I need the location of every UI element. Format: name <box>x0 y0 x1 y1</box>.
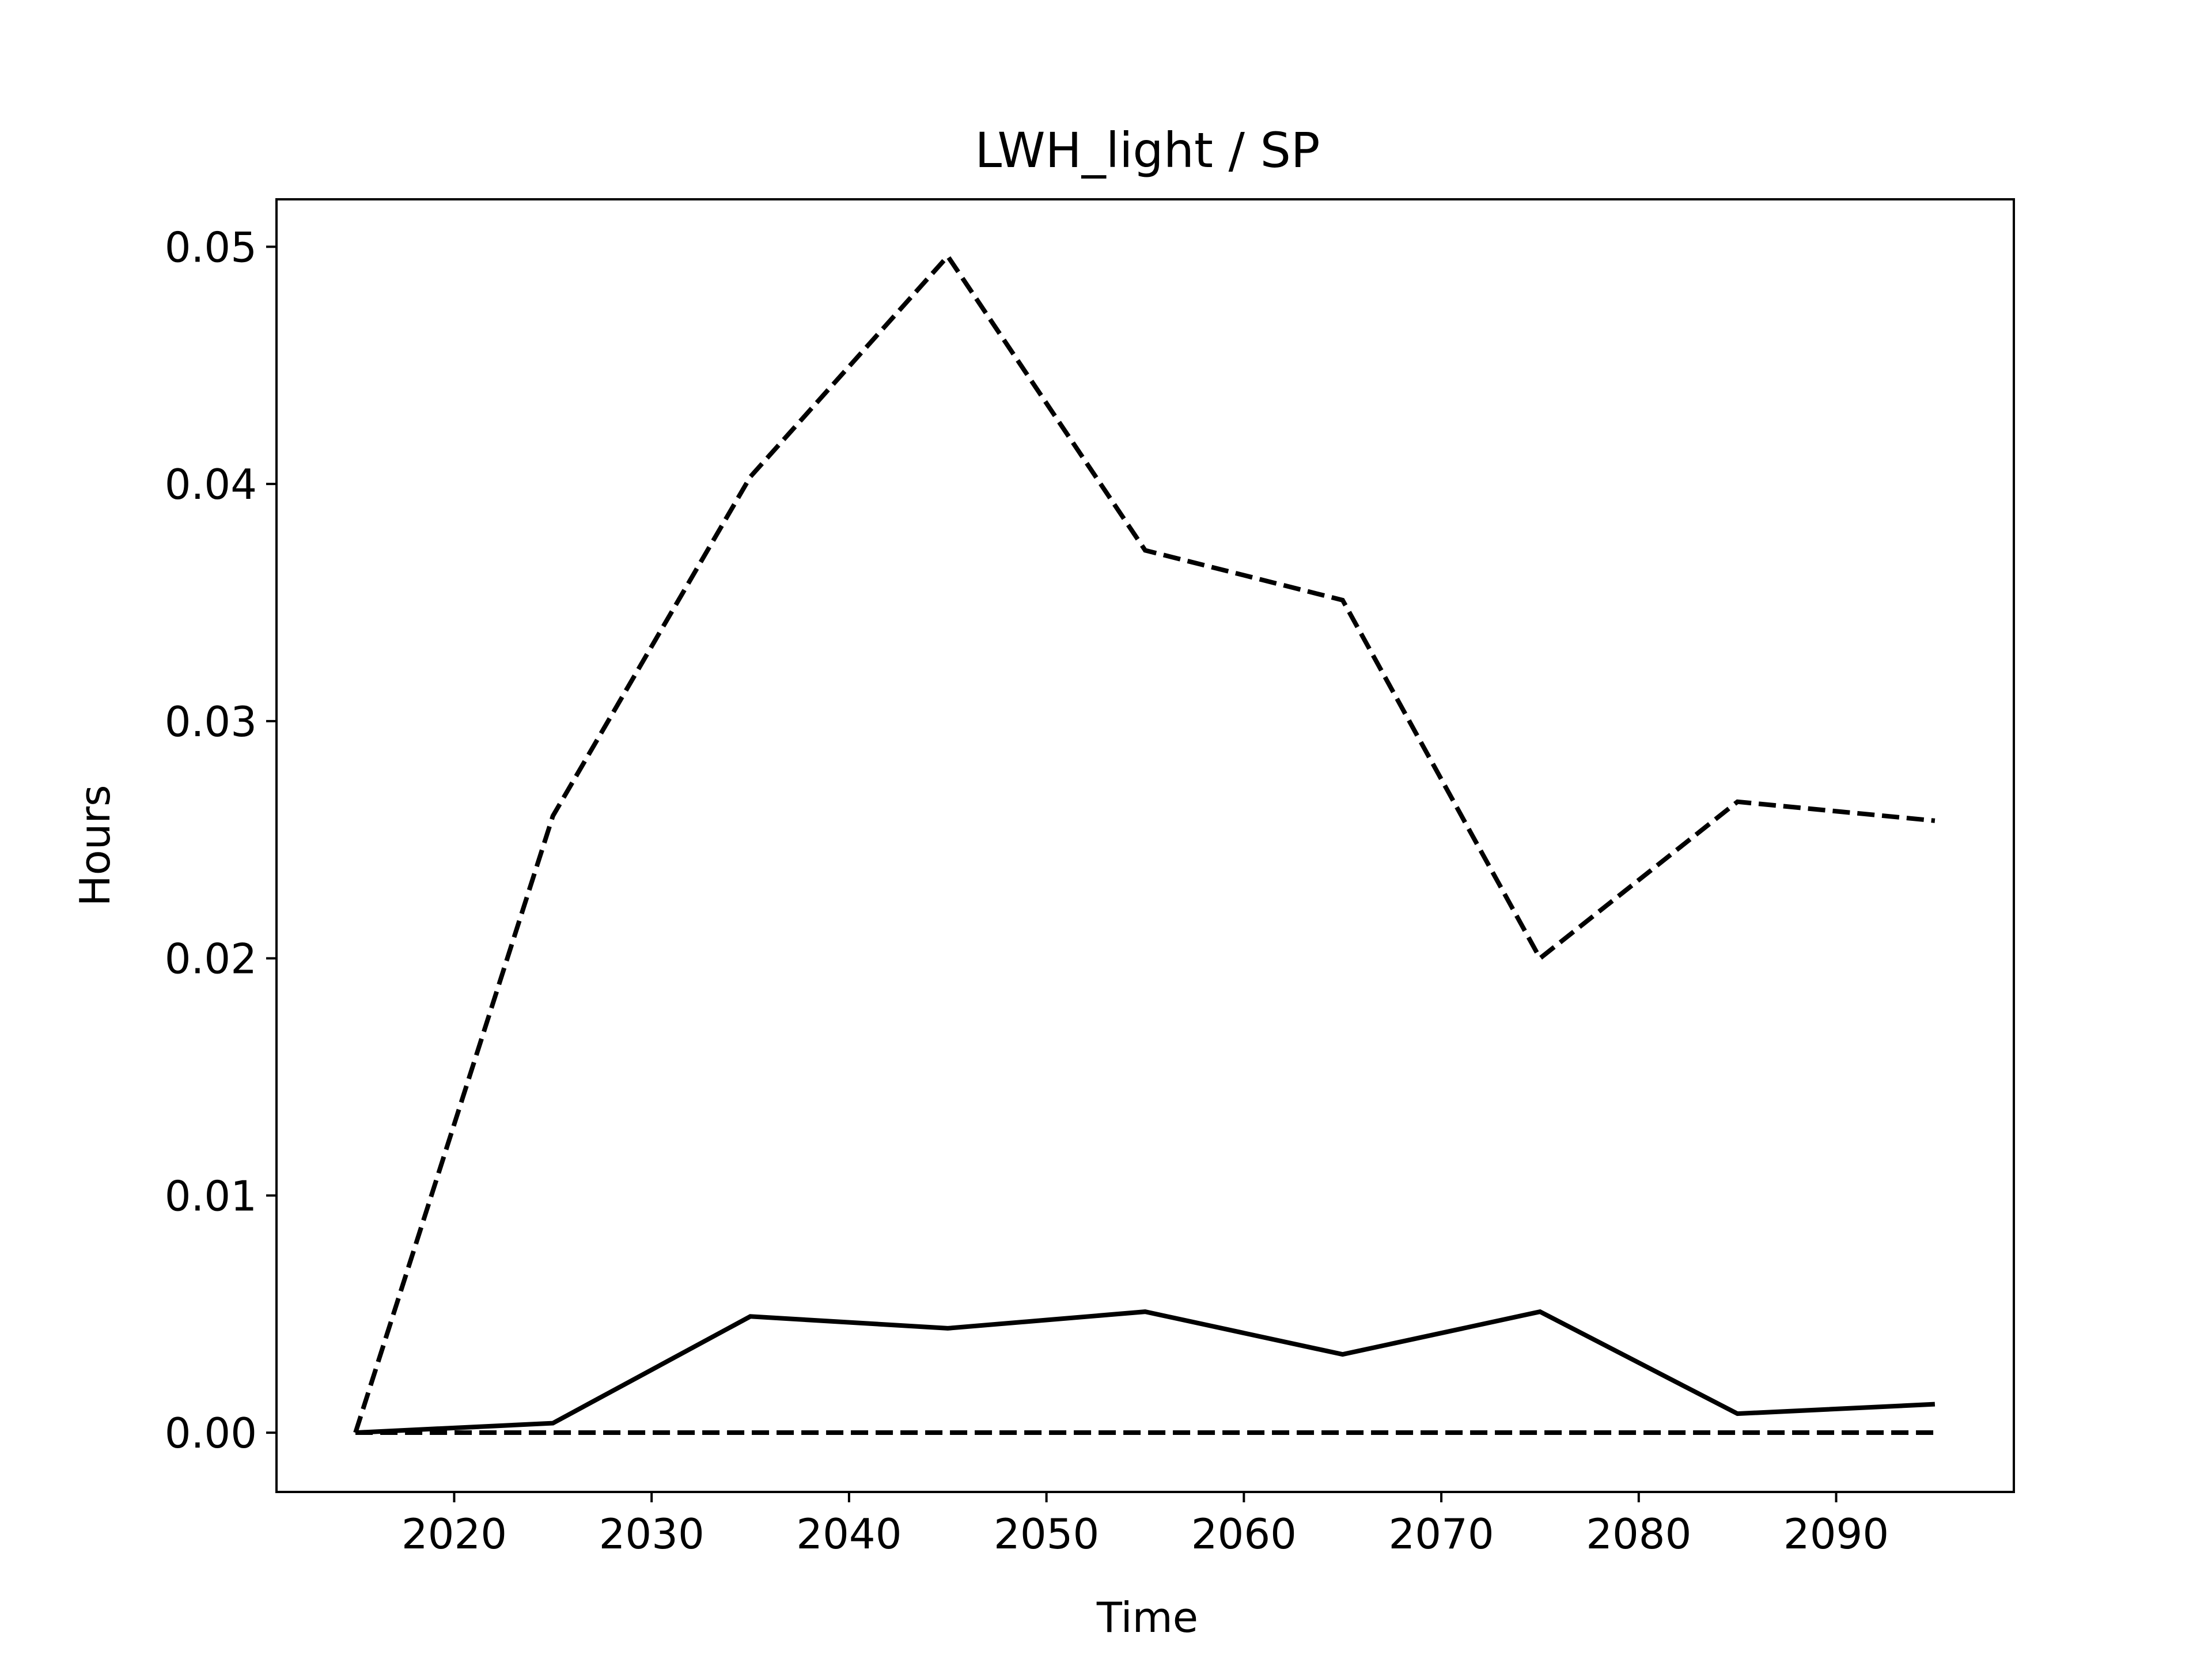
series-line-2 <box>355 1309 1936 1435</box>
x-tick-label: 2030 <box>599 1510 704 1558</box>
x-tick-label: 2050 <box>994 1510 1099 1558</box>
y-axis-label: Hours <box>71 785 119 907</box>
x-tick-label: 2060 <box>1191 1510 1297 1558</box>
y-tick-label: 0.02 <box>165 935 257 983</box>
x-axis-label: Time <box>1096 1593 1198 1642</box>
plot-area-frame <box>275 198 2015 1493</box>
x-tick-label: 2040 <box>796 1510 902 1558</box>
y-tick-label: 0.03 <box>165 698 257 746</box>
y-tick-label: 0.01 <box>165 1172 257 1220</box>
y-tick-label: 0.04 <box>165 460 257 509</box>
y-axis: 0.00 0.01 0.02 0.03 0.04 0.05 <box>165 223 276 1457</box>
x-tick-label: 2090 <box>1783 1510 1889 1558</box>
chart-title: LWH_light / SP <box>975 122 1320 179</box>
x-axis: 2020 2030 2040 2050 2060 2070 2080 2090 <box>402 1492 1889 1558</box>
series-group <box>353 252 1936 1435</box>
series-line-1 <box>353 252 1936 1434</box>
x-tick-label: 2070 <box>1388 1510 1494 1558</box>
y-tick-label: 0.00 <box>165 1409 257 1457</box>
x-tick-label: 2020 <box>402 1510 507 1558</box>
y-tick-label: 0.05 <box>165 223 257 271</box>
x-tick-label: 2080 <box>1586 1510 1691 1558</box>
